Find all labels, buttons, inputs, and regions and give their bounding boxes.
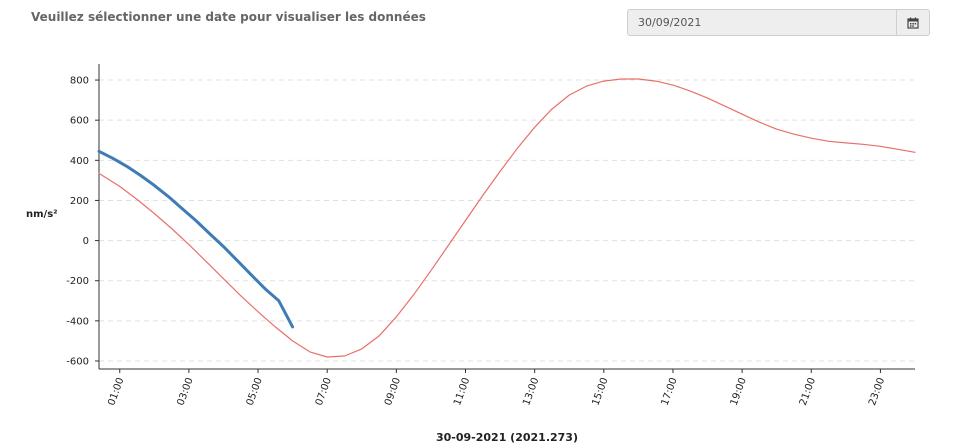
x-tick-label: 07:00: [314, 376, 334, 407]
grid: [99, 79, 915, 362]
date-picker[interactable]: [627, 9, 930, 36]
x-tick-label: 13:00: [521, 376, 541, 407]
y-tick-label: 0: [83, 236, 89, 247]
y-tick-label: 400: [70, 156, 89, 167]
y-axis-label: nm/s²: [26, 209, 58, 220]
x-tick-label: 09:00: [383, 376, 403, 407]
series-line-theoretical: [98, 78, 916, 358]
series-line-observed: [97, 149, 295, 329]
x-tick-label: 01:00: [106, 376, 126, 407]
x-tick-label: 15:00: [590, 376, 610, 407]
x-axis-ticks: 01:00 03:00 05:00 07:00 09:00 11:00 13:00 15:00…: [106, 369, 887, 407]
calendar-icon: [907, 17, 919, 29]
x-axis-label: 30-09-2021 (2021.273): [436, 431, 578, 444]
y-tick-label: -600: [66, 356, 89, 367]
y-axis-ticks: 800 600 400 200 0 -200 -400 -600: [66, 76, 99, 367]
y-tick-label: -200: [66, 276, 89, 287]
date-input[interactable]: [628, 10, 898, 35]
x-tick-label: 11:00: [452, 376, 472, 407]
x-tick-label: 03:00: [176, 376, 196, 407]
calendar-button[interactable]: [896, 10, 929, 35]
series-group: [97, 78, 916, 358]
x-tick-label: 23:00: [867, 376, 887, 407]
x-tick-label: 05:00: [245, 376, 265, 407]
y-tick-label: 800: [70, 76, 89, 87]
axes: [98, 64, 915, 370]
x-tick-label: 19:00: [729, 376, 749, 407]
y-tick-label: 200: [70, 196, 89, 207]
x-tick-label: 21:00: [798, 376, 818, 407]
x-tick-label: 17:00: [660, 376, 680, 407]
date-prompt-text: Veuillez sélectionner une date pour visu…: [31, 10, 426, 24]
y-tick-label: 600: [70, 116, 89, 127]
y-tick-label: -400: [66, 316, 89, 327]
